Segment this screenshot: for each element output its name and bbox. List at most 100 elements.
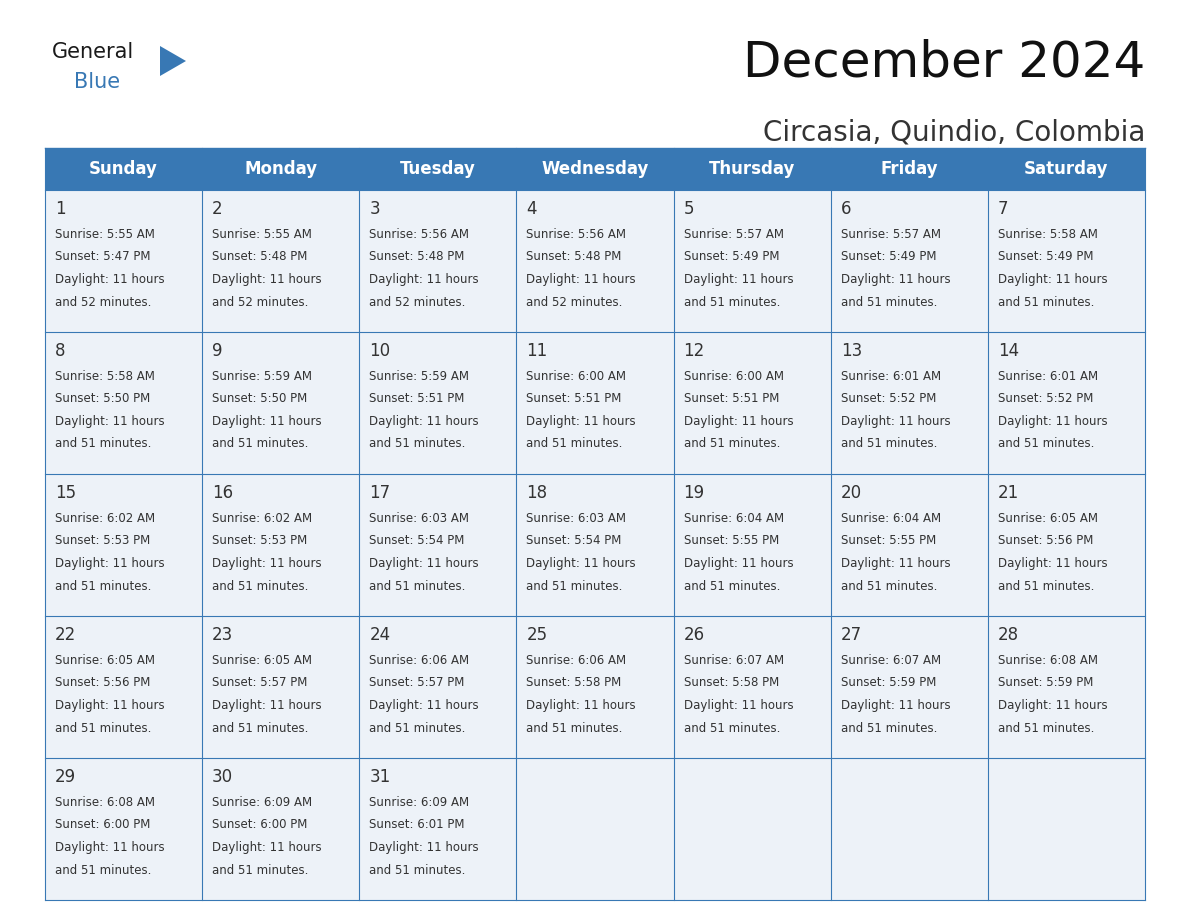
Text: and 51 minutes.: and 51 minutes.: [683, 296, 781, 308]
Text: Sunset: 5:56 PM: Sunset: 5:56 PM: [55, 677, 151, 689]
Bar: [988, 616, 1145, 758]
Text: Sunrise: 6:03 AM: Sunrise: 6:03 AM: [369, 512, 469, 525]
Text: Sunrise: 6:00 AM: Sunrise: 6:00 AM: [526, 370, 626, 383]
Text: 27: 27: [841, 626, 861, 644]
Text: 28: 28: [998, 626, 1019, 644]
Text: and 51 minutes.: and 51 minutes.: [55, 864, 151, 877]
Text: Sunrise: 5:58 AM: Sunrise: 5:58 AM: [55, 370, 154, 383]
Bar: [45, 474, 202, 616]
Text: Sunset: 5:53 PM: Sunset: 5:53 PM: [213, 534, 308, 547]
Bar: [359, 190, 517, 332]
Bar: [517, 616, 674, 758]
Text: Sunset: 5:54 PM: Sunset: 5:54 PM: [526, 534, 621, 547]
Text: Sunset: 5:50 PM: Sunset: 5:50 PM: [55, 393, 150, 406]
Text: 13: 13: [841, 342, 862, 360]
Text: and 52 minutes.: and 52 minutes.: [55, 296, 151, 308]
Text: Sunrise: 5:55 AM: Sunrise: 5:55 AM: [213, 228, 312, 241]
Text: Daylight: 11 hours: Daylight: 11 hours: [369, 273, 479, 286]
Text: 7: 7: [998, 200, 1009, 218]
Text: 11: 11: [526, 342, 548, 360]
Text: Daylight: 11 hours: Daylight: 11 hours: [526, 557, 636, 570]
Text: 9: 9: [213, 342, 222, 360]
Text: and 51 minutes.: and 51 minutes.: [213, 438, 309, 451]
Bar: [202, 332, 359, 474]
Text: Sunrise: 6:06 AM: Sunrise: 6:06 AM: [369, 654, 469, 667]
Text: Daylight: 11 hours: Daylight: 11 hours: [683, 415, 794, 428]
Bar: [517, 332, 674, 474]
Text: and 51 minutes.: and 51 minutes.: [55, 722, 151, 734]
Text: and 51 minutes.: and 51 minutes.: [526, 579, 623, 592]
Text: and 51 minutes.: and 51 minutes.: [55, 579, 151, 592]
Text: and 51 minutes.: and 51 minutes.: [526, 722, 623, 734]
Text: 10: 10: [369, 342, 391, 360]
Text: 23: 23: [213, 626, 233, 644]
Text: 26: 26: [683, 626, 704, 644]
Text: Sunrise: 5:57 AM: Sunrise: 5:57 AM: [683, 228, 784, 241]
Text: Sunset: 5:49 PM: Sunset: 5:49 PM: [683, 251, 779, 263]
Text: Sunrise: 6:05 AM: Sunrise: 6:05 AM: [998, 512, 1098, 525]
Bar: [674, 474, 830, 616]
Text: Sunset: 6:01 PM: Sunset: 6:01 PM: [369, 819, 465, 832]
Text: Saturday: Saturday: [1024, 160, 1108, 178]
Bar: [45, 758, 202, 900]
Text: 25: 25: [526, 626, 548, 644]
Bar: [674, 190, 830, 332]
Text: Daylight: 11 hours: Daylight: 11 hours: [213, 841, 322, 854]
Text: Sunrise: 6:06 AM: Sunrise: 6:06 AM: [526, 654, 626, 667]
Bar: [359, 474, 517, 616]
Text: and 51 minutes.: and 51 minutes.: [213, 579, 309, 592]
Bar: [359, 758, 517, 900]
Text: and 51 minutes.: and 51 minutes.: [369, 579, 466, 592]
Bar: [830, 616, 988, 758]
Text: Sunset: 5:57 PM: Sunset: 5:57 PM: [213, 677, 308, 689]
Bar: [988, 332, 1145, 474]
Text: Daylight: 11 hours: Daylight: 11 hours: [841, 557, 950, 570]
Text: and 51 minutes.: and 51 minutes.: [998, 722, 1094, 734]
Text: Daylight: 11 hours: Daylight: 11 hours: [55, 415, 165, 428]
Text: 29: 29: [55, 768, 76, 786]
Text: 8: 8: [55, 342, 65, 360]
Bar: [517, 190, 674, 332]
Text: and 51 minutes.: and 51 minutes.: [369, 864, 466, 877]
Text: and 51 minutes.: and 51 minutes.: [841, 296, 937, 308]
Text: Sunset: 5:56 PM: Sunset: 5:56 PM: [998, 534, 1093, 547]
Text: Sunrise: 6:02 AM: Sunrise: 6:02 AM: [213, 512, 312, 525]
Text: Sunrise: 6:07 AM: Sunrise: 6:07 AM: [841, 654, 941, 667]
Text: Sunrise: 5:58 AM: Sunrise: 5:58 AM: [998, 228, 1098, 241]
Text: 31: 31: [369, 768, 391, 786]
Text: 24: 24: [369, 626, 391, 644]
Text: and 51 minutes.: and 51 minutes.: [213, 864, 309, 877]
Text: Sunrise: 6:01 AM: Sunrise: 6:01 AM: [841, 370, 941, 383]
Text: Sunrise: 6:08 AM: Sunrise: 6:08 AM: [55, 796, 154, 809]
Text: 3: 3: [369, 200, 380, 218]
Bar: [988, 758, 1145, 900]
Text: Daylight: 11 hours: Daylight: 11 hours: [213, 415, 322, 428]
Text: 5: 5: [683, 200, 694, 218]
Text: Daylight: 11 hours: Daylight: 11 hours: [55, 557, 165, 570]
Text: Sunrise: 6:09 AM: Sunrise: 6:09 AM: [369, 796, 469, 809]
Text: 20: 20: [841, 484, 861, 502]
Text: Sunset: 6:00 PM: Sunset: 6:00 PM: [55, 819, 151, 832]
Text: 6: 6: [841, 200, 852, 218]
Text: Friday: Friday: [880, 160, 939, 178]
Bar: [45, 190, 202, 332]
Text: Sunset: 5:58 PM: Sunset: 5:58 PM: [526, 677, 621, 689]
Bar: [202, 190, 359, 332]
Text: Sunrise: 6:04 AM: Sunrise: 6:04 AM: [841, 512, 941, 525]
Text: and 51 minutes.: and 51 minutes.: [998, 296, 1094, 308]
Text: and 51 minutes.: and 51 minutes.: [683, 438, 781, 451]
Text: Daylight: 11 hours: Daylight: 11 hours: [998, 273, 1107, 286]
Text: General: General: [52, 42, 134, 62]
Bar: [202, 616, 359, 758]
Text: Sunset: 5:52 PM: Sunset: 5:52 PM: [841, 393, 936, 406]
Bar: [830, 758, 988, 900]
Text: Sunset: 5:51 PM: Sunset: 5:51 PM: [683, 393, 779, 406]
Text: 14: 14: [998, 342, 1019, 360]
Text: and 51 minutes.: and 51 minutes.: [683, 579, 781, 592]
Bar: [45, 148, 1145, 190]
Text: Tuesday: Tuesday: [400, 160, 476, 178]
Text: Sunset: 5:52 PM: Sunset: 5:52 PM: [998, 393, 1093, 406]
Text: and 51 minutes.: and 51 minutes.: [841, 438, 937, 451]
Text: Sunrise: 6:07 AM: Sunrise: 6:07 AM: [683, 654, 784, 667]
Bar: [988, 474, 1145, 616]
